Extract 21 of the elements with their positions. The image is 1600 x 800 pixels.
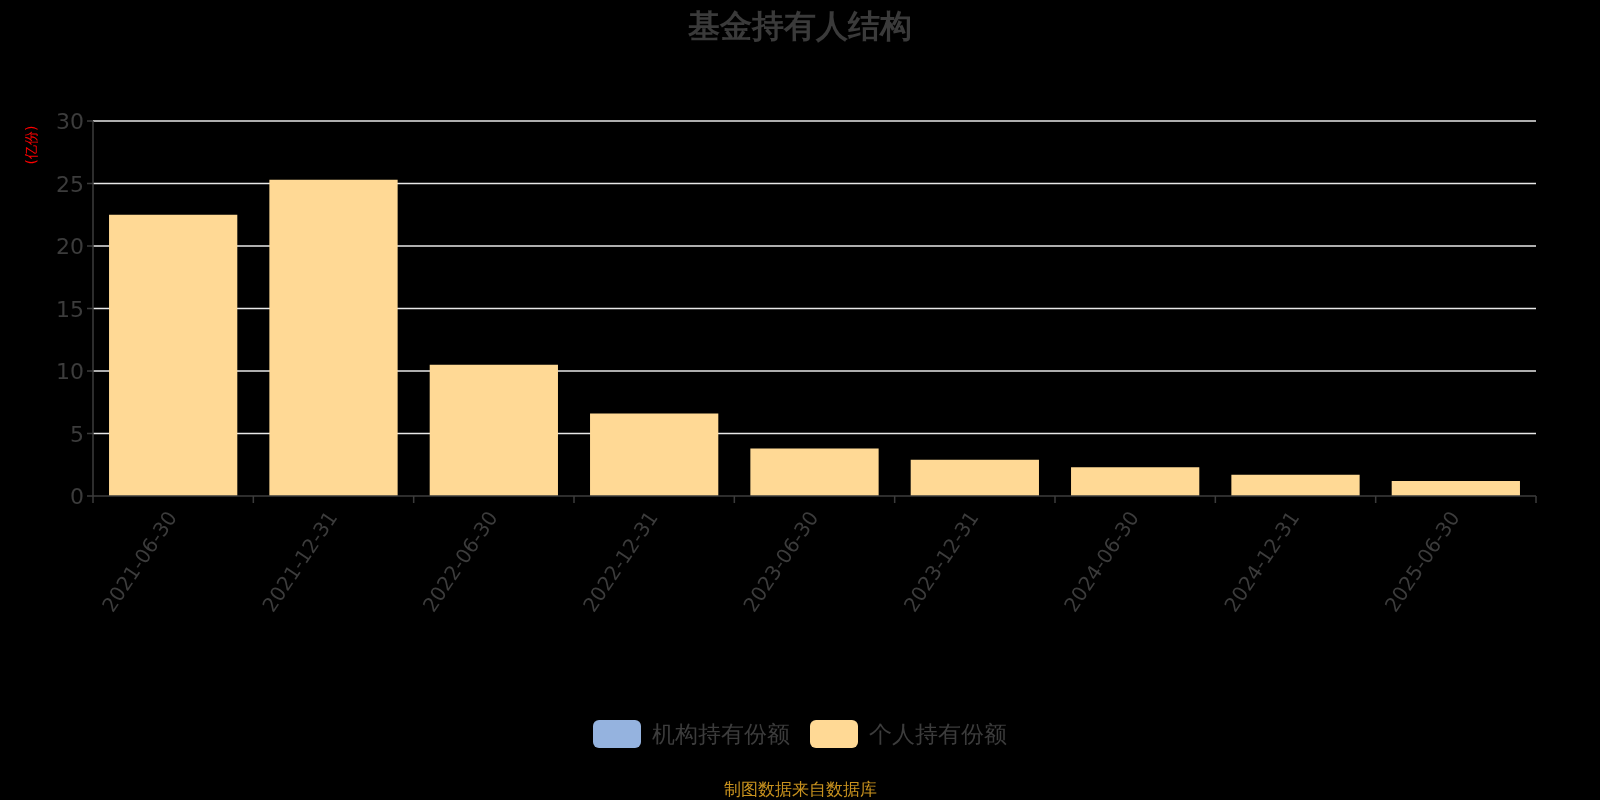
y-tick-label: 0 (70, 484, 84, 509)
text: 制图数据来自数据库 (723, 779, 877, 799)
chart-title: 基金持有人结构 (687, 7, 912, 45)
y-tick-label: 10 (56, 359, 84, 384)
y-tick-label: 30 (56, 109, 84, 134)
bar (590, 413, 719, 496)
bar (109, 214, 238, 496)
bar (1391, 481, 1520, 496)
y-tick-label: 25 (56, 171, 84, 197)
bar (269, 179, 398, 496)
y-tick-label: 20 (56, 234, 84, 259)
bar (429, 364, 558, 496)
y-tick-label: 15 (56, 296, 84, 322)
y-axis-title: (亿份) (23, 125, 39, 165)
bar (750, 448, 879, 496)
bar (1071, 467, 1200, 496)
y-tick-label: 5 (70, 421, 84, 447)
legend-label: 个人持有份额 (869, 721, 1007, 747)
bar (1231, 474, 1360, 496)
legend-label: 机构持有份额 (652, 721, 790, 747)
bar (910, 459, 1039, 496)
